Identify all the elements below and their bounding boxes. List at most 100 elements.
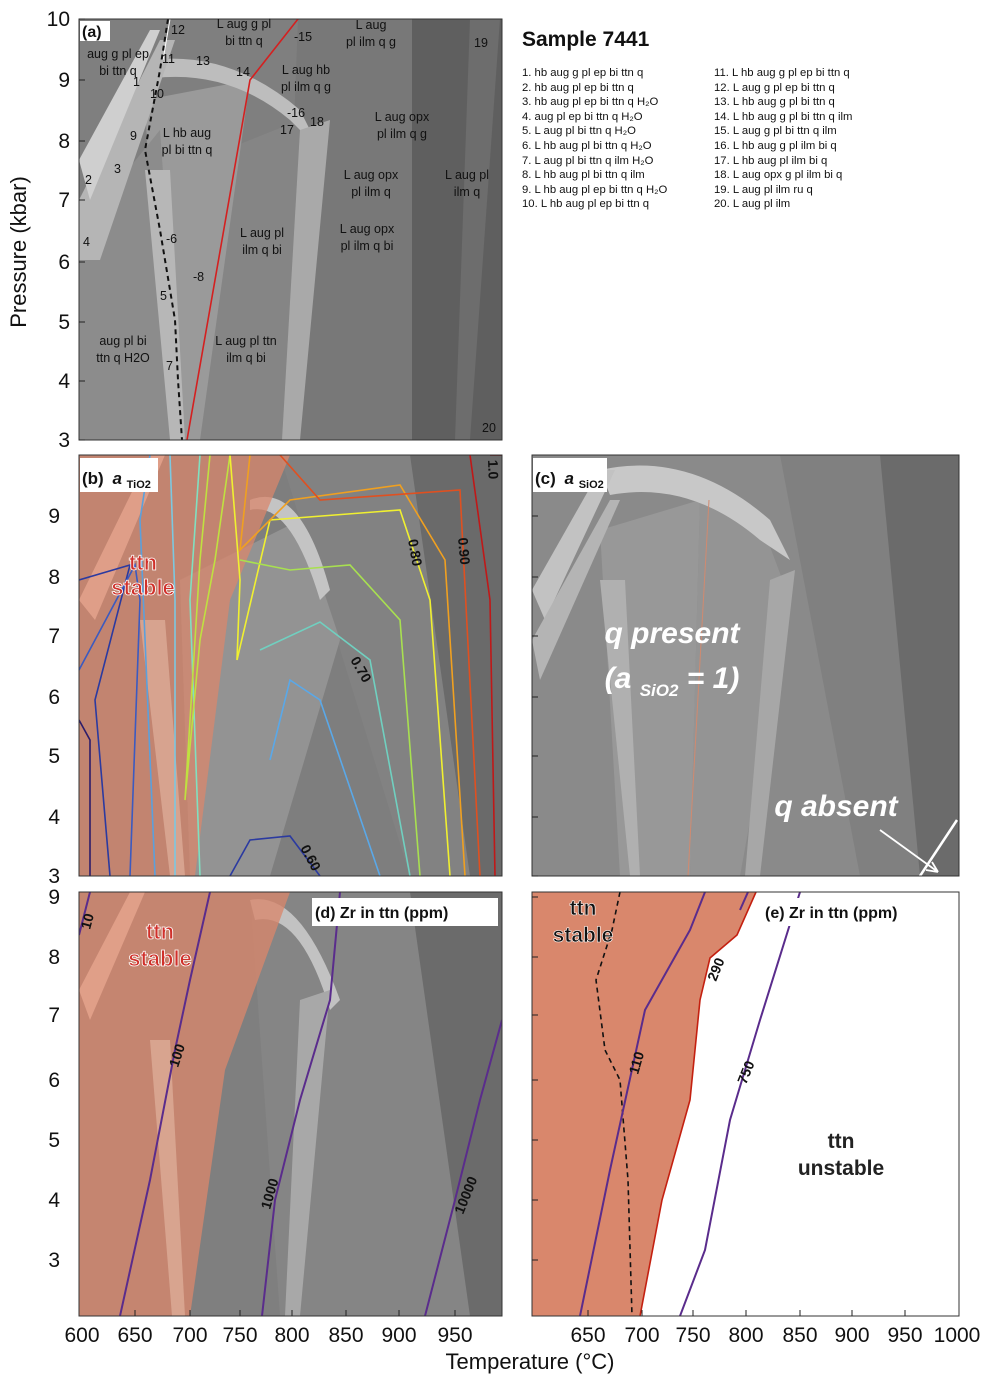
field-number: -15 <box>294 30 312 44</box>
ytick: 7 <box>58 189 70 212</box>
field-label: L aug opx <box>340 222 395 236</box>
field-number: 1 <box>133 75 140 89</box>
contours-zr-e <box>579 892 801 1316</box>
field-label: L aug <box>356 18 387 32</box>
panel-e-tag: (e) Zr in ttn (ppm) <box>765 905 897 922</box>
ttn-stable-label-e-2: stable <box>553 924 614 947</box>
field-number: 18 <box>310 115 324 129</box>
xtick: 650 <box>117 1324 152 1347</box>
field-number: 12 <box>171 23 185 37</box>
field-label: aug g pl ep <box>87 47 149 61</box>
field-number: 11 <box>162 52 175 66</box>
ttn-unstable-label-1: ttn <box>828 1130 855 1153</box>
field-label: L aug opx <box>344 168 399 182</box>
panel-b-sub: TiO2 <box>127 479 151 491</box>
xtick: 800 <box>728 1324 763 1347</box>
contour-label: 10 <box>77 911 97 930</box>
ytick: 5 <box>48 745 60 768</box>
field-number: 19 <box>474 36 488 50</box>
field-label: pl ilm q bi <box>341 239 394 253</box>
field-number: 17 <box>280 123 294 137</box>
band-light-19 <box>455 19 500 440</box>
xtick: 900 <box>381 1324 416 1347</box>
panel-c-sub: SiO2 <box>579 479 604 491</box>
field-number: 9 <box>130 129 137 143</box>
field-label: pl ilm q g <box>346 35 396 49</box>
xtick: 750 <box>675 1324 710 1347</box>
ttn-stability-boundary-e <box>639 892 757 1316</box>
ttn-stable-field-d <box>79 892 290 1316</box>
xtick: 1000 <box>934 1324 981 1347</box>
band-light-ttn <box>145 170 185 440</box>
ytick: 8 <box>48 566 60 589</box>
q-absent-label: q absent <box>774 790 899 823</box>
q-absent-arrow <box>879 829 939 873</box>
field-number: 4 <box>83 235 90 249</box>
field-label: ilm q bi <box>226 351 266 365</box>
axis-ticks <box>79 18 906 1316</box>
q-present-eq-open: (a <box>605 662 632 695</box>
ytick: 5 <box>58 311 70 334</box>
panel-a-tag: (a) <box>82 24 102 41</box>
legend-item: 18. L aug opx g pl ilm bi q <box>714 169 843 182</box>
xtick: 650 <box>570 1324 605 1347</box>
ytick: 7 <box>48 1004 60 1027</box>
legend-list-left: 1. hb aug g pl ep bi ttn q 2. hb aug pl … <box>522 66 714 212</box>
field-number: -16 <box>287 106 305 120</box>
legend-item: 12. L aug g pl ep bi ttn q <box>714 81 835 94</box>
ttn-stable-label-d-1: ttn <box>146 919 174 944</box>
field-number: -8 <box>193 270 204 284</box>
field-label: L hb aug <box>163 126 211 140</box>
ytick: 10 <box>47 8 70 31</box>
legend-item: 13. L hb aug g pl bi ttn q <box>714 96 835 109</box>
xticks-left: 600 650 700 750 800 850 900 950 <box>64 1324 472 1347</box>
field-numbers-a: 1 2 3 4 5 -6 7 -8 9 10 11 12 13 14 -15 -… <box>83 23 496 435</box>
field-mid-region <box>282 19 412 440</box>
sample-title: Sample 7441 <box>522 28 650 51</box>
field-number: 5 <box>160 289 167 303</box>
ttn-stable-label-b-2: stable <box>111 575 175 600</box>
field-label: L aug hb <box>282 63 330 77</box>
svg-text:(c) a SiO2: (c) a SiO2 <box>535 469 604 491</box>
ytick: 9 <box>48 505 60 528</box>
ytick: 4 <box>48 806 60 829</box>
svg-text:(b) a TiO2: (b) a TiO2 <box>82 469 151 491</box>
q-absent-boundary <box>918 819 959 876</box>
legend-item: 19. L aug pl ilm ru q <box>714 183 813 196</box>
xtick: 900 <box>834 1324 869 1347</box>
field-label: bi ttn q <box>99 64 137 78</box>
panel-e <box>532 892 959 1316</box>
xtick: 800 <box>274 1324 309 1347</box>
field-label: pl ilm q g <box>377 127 427 141</box>
xtick: 600 <box>64 1324 99 1347</box>
y-axis-label: Pressure (kbar) <box>6 176 31 328</box>
legend-item: 14. L hb aug g pl bi ttn q ilm <box>714 110 853 123</box>
legend-item: 15. L aug g pl bi ttn q ilm <box>714 125 837 138</box>
ytick: 3 <box>48 1249 60 1272</box>
field-label: pl ilm q g <box>281 80 331 94</box>
panel-c-var: a <box>565 469 574 488</box>
panel-b <box>79 455 502 876</box>
panel-d <box>79 892 502 1316</box>
ttn-stable-label-d-2: stable <box>128 946 192 971</box>
ytick: 4 <box>58 370 70 393</box>
legend-item: 2. hb aug pl ep bi ttn q <box>522 81 634 94</box>
field-label: ilm q bi <box>242 243 282 257</box>
field-label: L aug opx <box>375 110 430 124</box>
field-label: L aug pl <box>445 168 489 182</box>
legend-item: 6. L hb aug pl bi ttn q H₂O <box>522 139 652 152</box>
panel-c <box>532 455 959 876</box>
xticks-right: 650 700 750 800 850 900 950 1000 <box>570 1324 980 1347</box>
yticks-a: 3 4 5 6 7 8 9 10 <box>47 8 71 452</box>
x-axis-label: Temperature (°C) <box>446 1349 615 1374</box>
svg-text:(a SiO2 = 1): (a SiO2 = 1) <box>605 662 740 703</box>
legend-list-right: 11. L hb aug g pl ep bi ttn q 12. L aug … <box>714 66 852 212</box>
field-label: bi ttn q <box>225 34 263 48</box>
legend-columns: 1. hb aug g pl ep bi ttn q 2. hb aug pl … <box>522 66 972 212</box>
field-number: 13 <box>196 54 210 68</box>
legend-item: 8. L hb aug pl bi ttn q ilm <box>522 169 645 182</box>
yticks-d: 3 4 5 6 7 8 9 <box>48 886 60 1272</box>
ytick: 6 <box>48 686 60 709</box>
field-label: L aug pl <box>240 226 284 240</box>
